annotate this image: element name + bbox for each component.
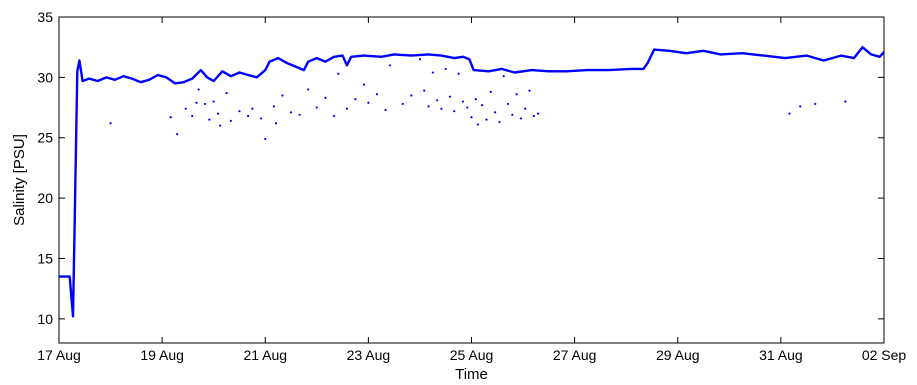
y-tick-label: 35: [37, 9, 53, 25]
data-point: [109, 122, 112, 125]
data-point: [337, 72, 340, 75]
data-point: [354, 98, 357, 101]
salinity-line: [59, 46, 884, 318]
data-point: [410, 94, 413, 97]
data-point: [272, 105, 275, 108]
data-point: [498, 120, 501, 124]
data-point: [466, 106, 469, 109]
data-point: [427, 105, 430, 108]
y-tick-label: 20: [37, 190, 53, 206]
data-point: [511, 113, 514, 116]
data-point: [461, 100, 465, 103]
data-point: [324, 96, 327, 99]
data-point: [315, 106, 318, 109]
data-point: [251, 107, 254, 110]
x-tick-label: 21 Aug: [243, 347, 287, 363]
y-tick-label: 10: [37, 311, 53, 327]
data-point: [216, 112, 220, 115]
data-point: [197, 88, 200, 91]
y-tick-label: 25: [37, 130, 53, 146]
data-point: [388, 64, 391, 67]
data-point: [169, 116, 172, 119]
y-axis-title: Salinity [PSU]: [11, 134, 28, 226]
data-point: [307, 88, 310, 91]
data-point: [502, 75, 505, 78]
data-point: [489, 90, 492, 93]
data-point: [384, 108, 387, 112]
data-point: [436, 99, 439, 102]
data-point: [195, 101, 198, 104]
data-point: [440, 107, 443, 110]
x-axis-title: Time: [455, 366, 488, 383]
data-point: [208, 118, 211, 121]
data-point: [431, 71, 434, 74]
x-tick-label: 29 Aug: [656, 347, 700, 363]
scatter-series: [109, 58, 847, 141]
data-point: [219, 124, 222, 127]
data-point: [203, 102, 207, 106]
y-tick-label: 30: [37, 69, 53, 85]
x-tick-label: 23 Aug: [347, 347, 391, 363]
data-point: [246, 114, 250, 118]
data-point: [444, 67, 447, 71]
data-point: [528, 89, 531, 92]
x-tick-label: 02 Sep: [862, 347, 907, 363]
x-tick-label: 27 Aug: [553, 347, 597, 363]
x-tick-label: 17 Aug: [37, 347, 81, 363]
data-point: [485, 118, 488, 121]
data-point: [537, 112, 540, 115]
data-point: [474, 98, 477, 101]
data-point: [457, 72, 460, 75]
data-point: [238, 110, 241, 113]
data-point: [264, 137, 267, 141]
data-point: [345, 107, 348, 110]
data-point: [814, 102, 817, 106]
data-point: [788, 112, 791, 115]
y-axis: 10 15 20 25 30 35: [37, 9, 884, 327]
data-point: [184, 107, 187, 110]
data-point: [289, 111, 293, 114]
x-tick-label: 19 Aug: [140, 347, 184, 363]
data-point: [532, 114, 535, 118]
data-point: [519, 117, 523, 120]
data-point: [332, 114, 336, 118]
data-point: [225, 91, 228, 95]
data-point: [212, 100, 215, 103]
data-point: [448, 95, 452, 98]
data-point: [401, 102, 404, 106]
data-point: [191, 114, 194, 118]
data-point: [453, 110, 456, 113]
data-point: [362, 83, 366, 86]
y-tick-label: 15: [37, 250, 53, 266]
data-point: [367, 101, 370, 104]
data-point: [470, 116, 473, 119]
x-tick-label: 25 Aug: [450, 347, 494, 363]
data-point: [844, 100, 847, 103]
x-tick-label: 31 Aug: [759, 347, 803, 363]
data-point: [515, 93, 518, 96]
data-point: [481, 104, 484, 107]
data-point: [176, 133, 179, 136]
data-point: [229, 119, 232, 122]
data-point: [281, 94, 284, 97]
data-point: [418, 58, 422, 61]
data-point: [494, 111, 497, 114]
series-layer: [59, 46, 884, 318]
data-point: [274, 122, 278, 125]
x-axis: 17 Aug 19 Aug 21 Aug 23 Aug 25 Aug 27 Aug 29 A…: [37, 17, 906, 363]
data-point: [259, 117, 263, 120]
data-point: [375, 93, 379, 96]
data-point: [423, 89, 426, 92]
data-point: [524, 107, 527, 110]
data-point: [476, 123, 480, 126]
data-point: [506, 102, 510, 106]
data-point: [298, 113, 301, 116]
data-point: [799, 105, 802, 108]
